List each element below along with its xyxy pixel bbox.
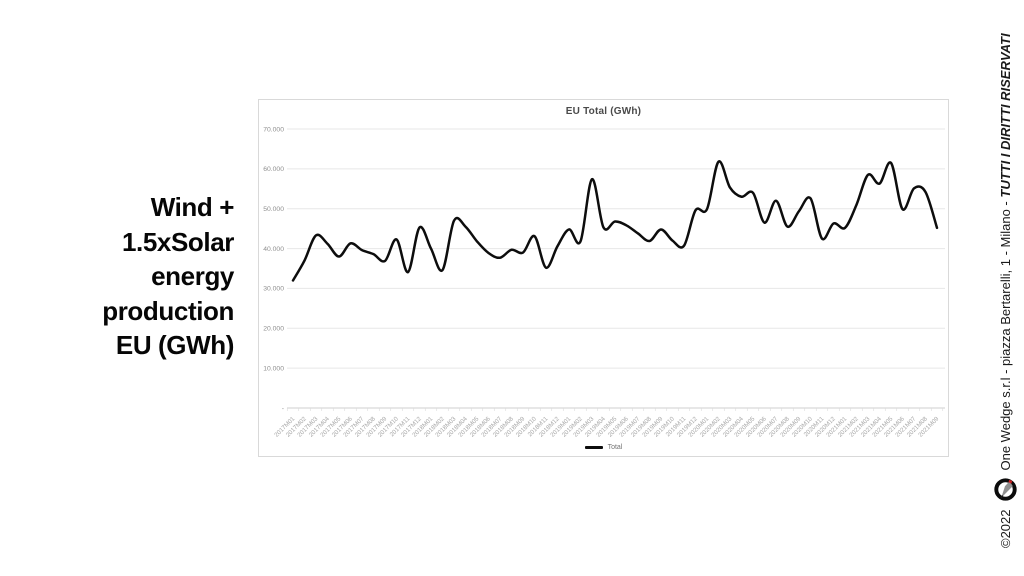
svg-text:20.000: 20.000 xyxy=(263,326,284,333)
slide-title-line: energy xyxy=(151,261,234,292)
chart-title: EU Total (GWh) xyxy=(565,106,642,117)
copyright-text: ©2022 xyxy=(997,509,1013,549)
slide-title-line: production xyxy=(102,295,234,326)
svg-text:10.000: 10.000 xyxy=(263,365,284,372)
svg-text:40.000: 40.000 xyxy=(263,246,284,253)
slide-title-line: 1.5xSolar xyxy=(121,226,234,257)
svg-text:-: - xyxy=(282,405,284,412)
svg-text:50.000: 50.000 xyxy=(263,206,284,213)
chart-legend: Total xyxy=(259,444,948,451)
credit-strip: ©2022 One Wedge s.r.l - piazza Bertarell… xyxy=(992,8,1018,548)
one-wedge-logo-icon xyxy=(993,478,1017,502)
legend-label: Total xyxy=(607,444,623,451)
chart-panel: EU Total (GWh) - 10.000 20.000 30.000 40.000… xyxy=(258,99,949,457)
slide-title-line: EU (GWh) xyxy=(115,330,235,361)
slide-title-line: Wind + xyxy=(150,192,235,222)
svg-text:70.000: 70.000 xyxy=(263,126,284,133)
svg-text:30.000: 30.000 xyxy=(263,286,284,293)
svg-text:60.000: 60.000 xyxy=(263,166,284,173)
credit-address: One Wedge s.r.l - piazza Bertarelli, 1 -… xyxy=(997,197,1013,471)
line-chart: - 10.000 20.000 30.000 40.000 50.000 60.000 70.… xyxy=(263,126,945,439)
legend-line-swatch xyxy=(584,446,603,449)
credit-rights: TUTTI I DIRITTI RISERVATI xyxy=(997,33,1013,198)
credit-text: One Wedge s.r.l - piazza Bertarelli, 1 -… xyxy=(998,33,1013,470)
slide-title: Wind + 1.5xSolar energy production EU (G… xyxy=(18,190,234,363)
